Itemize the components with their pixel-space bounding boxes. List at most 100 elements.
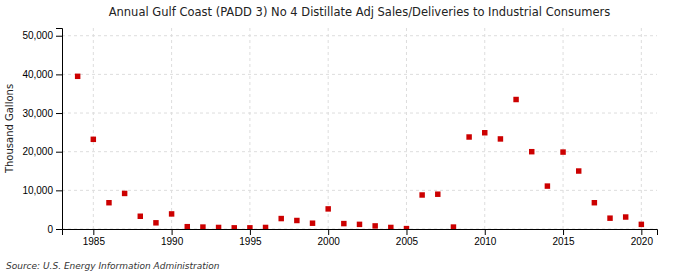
point <box>325 206 330 211</box>
grid-line <box>62 113 657 114</box>
x-tick-mark <box>93 229 94 235</box>
y-tick-label: 30,000 <box>22 108 53 119</box>
grid-line <box>406 28 407 229</box>
point <box>498 136 503 141</box>
point <box>482 130 487 135</box>
x-tick-mark <box>641 229 642 235</box>
y-tick: 0 <box>47 224 62 235</box>
x-tick: 1990 <box>161 229 184 247</box>
point <box>106 200 111 205</box>
points <box>75 74 644 229</box>
x-tick-mark <box>250 229 251 235</box>
point <box>435 191 440 196</box>
point <box>592 200 597 205</box>
point <box>623 214 628 219</box>
point <box>75 74 80 79</box>
y-tick-mark <box>56 36 62 37</box>
y-tick: 50,000 <box>22 30 62 41</box>
point <box>294 218 299 223</box>
grid-line <box>62 190 657 191</box>
point <box>200 224 205 229</box>
x-tick-label: 1990 <box>161 236 184 247</box>
x-tick-mark <box>563 229 564 235</box>
point <box>310 220 315 225</box>
point <box>545 183 550 188</box>
x-tick: 2000 <box>318 229 341 247</box>
point <box>372 223 377 228</box>
point <box>278 216 283 221</box>
grid-line <box>62 35 657 36</box>
x-tick-label: 1985 <box>83 236 106 247</box>
point <box>185 224 190 229</box>
y-axis-title: Thousand Gallons <box>4 84 15 174</box>
point <box>419 192 424 197</box>
x-tick-label: 2005 <box>396 236 419 247</box>
point <box>341 221 346 226</box>
grid-line <box>328 28 329 229</box>
point <box>404 226 409 229</box>
point <box>357 222 362 227</box>
point <box>466 134 471 139</box>
point <box>560 149 565 154</box>
x-tick: 2020 <box>631 229 654 247</box>
y-tick: 30,000 <box>22 108 62 119</box>
x-tick-mark <box>406 229 407 235</box>
grid-line <box>62 151 657 152</box>
x-tick-mark <box>172 229 173 235</box>
y-tick-label: 0 <box>47 224 53 235</box>
grid-line <box>563 28 564 229</box>
point <box>513 97 518 102</box>
chart: 1985 1990 1995 2000 2005 2010 2015 2020 0 10,000 2… <box>0 0 675 275</box>
point <box>122 191 127 196</box>
point <box>607 215 612 220</box>
point <box>247 225 252 229</box>
grid-line <box>62 74 657 75</box>
point <box>231 225 236 229</box>
title: Annual Gulf Coast (PADD 3) No 4 Distilla… <box>109 5 611 19</box>
y-tick-label: 40,000 <box>22 69 53 80</box>
point <box>91 137 96 142</box>
point <box>576 168 581 173</box>
y-tick: 20,000 <box>22 146 62 157</box>
x-tick: 2005 <box>396 229 419 247</box>
y-tick: 10,000 <box>22 185 62 196</box>
x-tick-label: 1995 <box>239 236 262 247</box>
point <box>263 225 268 229</box>
x-tick-label: 2020 <box>631 236 654 247</box>
y-tick-mark <box>56 152 62 153</box>
x-tick-label: 2010 <box>474 236 497 247</box>
x-tick: 1985 <box>83 229 106 247</box>
point <box>639 222 644 227</box>
x-tick-mark <box>328 229 329 235</box>
point <box>169 211 174 216</box>
grid <box>62 28 657 229</box>
x-tick: 1995 <box>239 229 262 247</box>
y-tick-mark <box>56 229 62 230</box>
x-tick: 2010 <box>474 229 497 247</box>
point <box>388 225 393 229</box>
y-tick: 40,000 <box>22 69 62 80</box>
grid-line <box>249 28 250 229</box>
x-tick-label: 2000 <box>318 236 341 247</box>
y-tick-label: 50,000 <box>22 30 53 41</box>
grid-line <box>641 28 642 229</box>
grid-line <box>93 28 94 229</box>
y-tick-mark <box>56 74 62 75</box>
x-axis: 1985 1990 1995 2000 2005 2010 2015 2020 <box>63 229 658 247</box>
x-tick: 2015 <box>552 229 575 247</box>
point <box>529 149 534 154</box>
grid-line <box>171 28 172 229</box>
y-tick-label: 10,000 <box>22 185 53 196</box>
y-tick-mark <box>56 190 62 191</box>
x-tick-mark <box>485 229 486 235</box>
point <box>216 225 221 229</box>
y-tick-label: 20,000 <box>22 146 53 157</box>
grid-line <box>484 28 485 229</box>
x-tick-label: 2015 <box>552 236 575 247</box>
point <box>153 220 158 225</box>
x-axis-line <box>63 230 658 236</box>
y-axis: 0 10,000 20,000 30,000 40,000 50,000 <box>22 29 62 235</box>
y-axis-line <box>56 29 63 230</box>
point <box>138 214 143 219</box>
point <box>451 224 456 229</box>
